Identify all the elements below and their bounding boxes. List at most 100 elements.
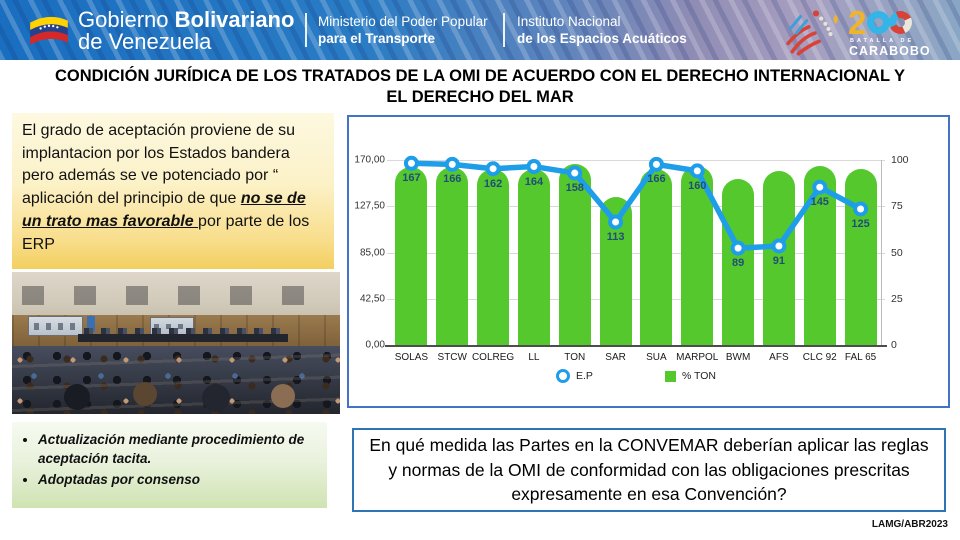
category-label-TON: TON xyxy=(564,352,586,363)
gov-brand: Gobierno Bolivariano de Venezuela xyxy=(78,7,295,55)
bullet-item: Adoptadas por consenso xyxy=(38,471,317,490)
right-axis-line xyxy=(881,160,882,345)
category-label-SUA: SUA xyxy=(646,352,667,363)
slide-title: CONDICIÓN JURÍDICA DE LOS TRATADOS DE LA… xyxy=(54,67,906,107)
bar-LL xyxy=(517,169,550,345)
gridline xyxy=(387,252,885,254)
gridline xyxy=(387,298,885,300)
left-axis-tick: 170,00 xyxy=(354,154,385,166)
header-divider xyxy=(305,13,307,47)
ministry-line2: para el Transporte xyxy=(318,30,436,46)
note-text-emphasis: no se de un trato mas favorable xyxy=(22,190,306,230)
photo-ceiling-lights xyxy=(21,286,331,305)
right-axis-tick: 0 xyxy=(891,339,897,351)
value-label-TON: 158 xyxy=(565,182,584,195)
left-axis-tick: 0,00 xyxy=(365,339,385,351)
legend-item-E.P: E.P xyxy=(556,369,593,383)
brand-line2: de Venezuela xyxy=(78,29,212,55)
bar-SOLAS xyxy=(395,167,428,345)
category-label-CLC 92: CLC 92 xyxy=(802,352,837,363)
right-axis-tick: 75 xyxy=(891,200,903,213)
line-marker-COLREG xyxy=(485,161,501,177)
photo-foreground-person xyxy=(202,384,231,412)
category-label-BWM: BWM xyxy=(725,352,751,363)
bullet-box: Actualización mediante procedimiento de … xyxy=(12,422,327,508)
carabobo-200-logo: 2 BATALLA DE CARABOBO xyxy=(784,2,952,58)
category-label-FAL 65: FAL 65 xyxy=(844,352,877,363)
left-axis-tick: 85,00 xyxy=(359,247,385,258)
line-marker-TON xyxy=(567,165,583,181)
brand-word2: Bolivariano xyxy=(174,7,295,32)
legend-square-icon xyxy=(664,370,676,382)
value-label-STCW: 166 xyxy=(443,173,462,186)
category-label-STCW: STCW xyxy=(437,352,467,363)
question-box: En qué medida las Partes en la CONVEMAR … xyxy=(352,428,946,512)
photo-foreground-person xyxy=(271,384,296,408)
bar-AFS xyxy=(762,171,795,345)
line-marker-SAR xyxy=(608,214,624,230)
value-label-SAR: 113 xyxy=(606,231,625,244)
carabobo-zero-blue-icon xyxy=(867,11,891,34)
author-credit: LAMG/ABR2023 xyxy=(871,519,948,530)
venezuela-flag-icon xyxy=(26,10,72,50)
carabobo-name-label: CARABOBO xyxy=(849,44,931,58)
gridline xyxy=(387,206,885,208)
line-marker-SOLAS xyxy=(403,155,419,171)
carabobo-200-number: 2 xyxy=(848,4,916,41)
bar-TON xyxy=(558,163,591,345)
right-axis-tick: 100 xyxy=(891,154,909,166)
photo-screen-left xyxy=(28,316,83,337)
carabobo-digit-2: 2 xyxy=(848,4,867,41)
bar-COLREG xyxy=(477,169,510,345)
left-axis-tick: 42,50 xyxy=(359,293,385,305)
photo-foreground-person xyxy=(64,384,91,410)
ep-line-series xyxy=(403,155,869,256)
ministry-label: Ministerio del Poder Popular para el Tra… xyxy=(318,14,488,48)
gridline xyxy=(387,160,885,161)
right-axis-tick: 50 xyxy=(891,246,903,259)
value-label-SOLAS: 167 xyxy=(402,172,421,185)
question-text: En qué medida las Partes en la CONVEMAR … xyxy=(369,435,929,505)
legend-label: % TON xyxy=(681,370,716,382)
line-marker-STCW xyxy=(444,156,460,172)
photo-head-table xyxy=(77,334,288,342)
value-label-BWM: 89 xyxy=(731,257,745,270)
carabobo-brushstrokes-icon xyxy=(784,6,846,56)
category-label-SOLAS: SOLAS xyxy=(394,352,429,363)
acceptance-note-box: El grado de aceptación proviene de su im… xyxy=(12,113,334,269)
carabobo-zero-red-icon xyxy=(886,7,916,38)
institute-line1: Instituto Nacional xyxy=(517,14,621,29)
bullet-list: Actualización mediante procedimiento de … xyxy=(18,431,317,490)
photo-stage-flag xyxy=(87,316,96,332)
bullet-item: Actualización mediante procedimiento de … xyxy=(38,431,317,469)
bar-SUA xyxy=(640,169,673,345)
brand-word1: Gobierno xyxy=(78,7,175,32)
right-axis-tick: 25 xyxy=(891,292,903,305)
note-text-pre: El grado de aceptación proviene de su im… xyxy=(22,122,296,208)
line-marker-CLC 92 xyxy=(812,179,828,195)
photo-foreground-person xyxy=(133,382,158,406)
bar-BWM xyxy=(722,178,755,345)
value-label-MARPOL: 160 xyxy=(688,179,707,192)
imo-assembly-photo xyxy=(12,272,340,414)
category-label-LL: LL xyxy=(528,352,540,363)
bar-FAL 65 xyxy=(844,169,877,345)
line-marker-SUA xyxy=(648,156,664,172)
value-label-LL: 164 xyxy=(524,175,544,188)
line-marker-LL xyxy=(526,159,542,175)
line-marker-MARPOL xyxy=(689,163,705,179)
line-marker-BWM xyxy=(730,240,746,256)
header-bar: Gobierno Bolivariano de Venezuela Minist… xyxy=(0,0,960,60)
value-label-SUA: 166 xyxy=(647,173,666,186)
value-label-COLREG: 162 xyxy=(483,177,503,190)
value-label-FAL 65: 125 xyxy=(851,217,870,230)
x-axis-line xyxy=(385,345,887,347)
legend-marker-icon xyxy=(556,369,570,383)
line-marker-FAL 65 xyxy=(853,201,869,217)
bar-STCW xyxy=(436,167,469,345)
institute-label: Instituto Nacional de los Espacios Acuát… xyxy=(517,14,687,48)
photo-head-table-delegates xyxy=(84,328,281,336)
value-label-AFS: 91 xyxy=(772,254,786,267)
value-label-CLC 92: 145 xyxy=(810,196,829,209)
